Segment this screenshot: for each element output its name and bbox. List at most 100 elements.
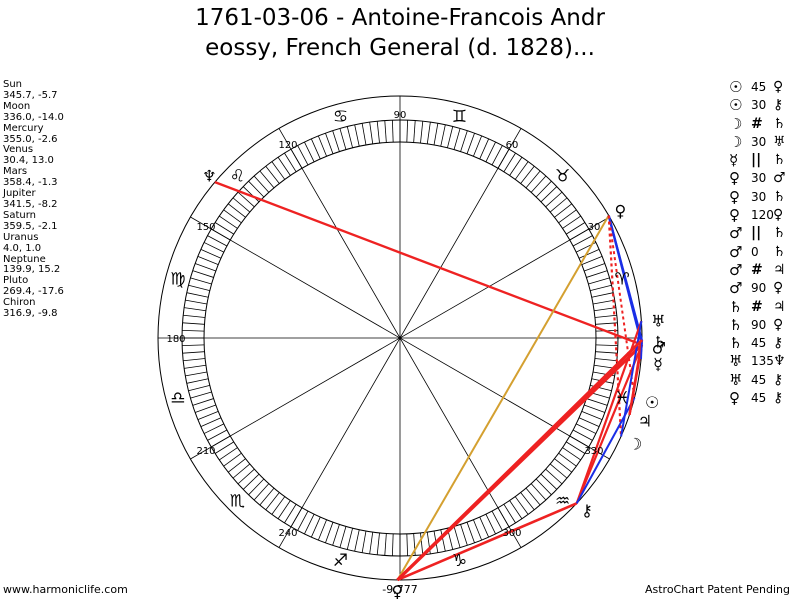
degree-tick [207, 235, 228, 247]
aspect-planet-1: ♂ [729, 260, 743, 279]
aspect-angle: 30 [751, 134, 767, 149]
degree-tick [540, 473, 558, 490]
aspect-list: ☉ 45 ♀ ☉ 30 ⚷ ☽ # ♄ ☽ 30 ♅ ☿ || ♄ ♀ 30 ♂ ♀ 30 ♄ ♀ 120 ♀ ♂ || ♄ ♂ 0 ♄ ♂… [729, 78, 786, 407]
aspect-row: ☉ 30 ⚷ [729, 96, 786, 114]
planet-coords: 4.0, 1.0 [3, 242, 42, 254]
aspect-line [607, 215, 636, 398]
zodiac-sign: ♍ [170, 269, 185, 289]
degree-tick [188, 385, 210, 392]
aspect-planet-1: ☽ [729, 114, 743, 133]
aspect-angle: 45 [751, 336, 767, 351]
aspect-angle: 30 [751, 171, 767, 186]
degree-tick [346, 528, 353, 550]
degree-tick [503, 504, 516, 524]
degree-tick [572, 429, 593, 441]
aspect-angle: 90 [751, 317, 767, 332]
degree-tick [581, 255, 603, 265]
degree-label: 150 [196, 222, 215, 233]
degree-tick [584, 404, 605, 413]
degree-tick [190, 277, 212, 285]
aspect-row: ♂ 90 ♀ [729, 279, 786, 297]
degree-tick [183, 314, 206, 318]
degree-labels: 90 60 30 330 300 240 210 180 150 120 [166, 110, 603, 539]
planet-coords: 345.7, -5.7 [3, 89, 58, 101]
degree-tick [540, 186, 558, 203]
degree-tick [460, 130, 468, 152]
aspect-row: ♂ || ♄ [729, 224, 786, 242]
degree-tick [259, 170, 275, 189]
degree-tick [595, 351, 618, 354]
degree-tick [361, 123, 367, 146]
aspect-angle: 45 [751, 391, 767, 406]
degree-tick [514, 161, 529, 180]
degree-tick [545, 191, 563, 208]
degree-tick [426, 122, 431, 144]
degree-tick [317, 519, 327, 541]
aspect-planet-2: ♄ [773, 188, 786, 205]
aspect-line [396, 215, 610, 581]
aspect-row: ♅ 45 ⚷ [729, 371, 786, 389]
degree-tick [182, 351, 205, 354]
degree-tick [232, 197, 251, 213]
degree-label: 300 [502, 528, 521, 539]
aspect-planet-2: ♄ [773, 243, 786, 260]
degree-tick [182, 344, 205, 347]
degree-tick [594, 314, 617, 318]
degree-tick [332, 130, 340, 152]
aspect-row: ♀ 120 ♀ [729, 206, 786, 224]
degree-tick [420, 121, 424, 144]
degree-tick [271, 161, 286, 180]
degree-tick [200, 248, 222, 259]
degree-tick [354, 529, 360, 552]
degree-tick [332, 524, 340, 546]
degree-tick [184, 307, 206, 312]
zodiac-sign: ♊ [452, 107, 467, 127]
house-spoke [190, 216, 610, 460]
degree-tick [485, 141, 496, 163]
degree-tick [594, 307, 616, 312]
degree-tick [219, 447, 238, 461]
aspect-line [607, 215, 623, 437]
aspect-planet-1: ♂ [729, 242, 743, 261]
aspect-planet-1: ♂ [729, 224, 743, 243]
degree-tick [440, 529, 446, 552]
degree-tick [453, 128, 461, 150]
aspect-planet-1: ♄ [729, 315, 743, 334]
degree-label: 330 [584, 446, 603, 457]
aspect-planet-1: ♅ [729, 352, 743, 371]
degree-tick [227, 458, 246, 473]
aspect-planet-2: ♆ [773, 353, 786, 370]
degree-tick [558, 209, 577, 224]
planet-glyph: ♆ [202, 167, 216, 186]
aspect-row: ☿ || ♄ [729, 151, 786, 169]
degree-tick [277, 500, 291, 519]
degree-tick [242, 473, 260, 490]
degree-tick [491, 510, 503, 531]
aspect-planet-2: ♃ [773, 298, 786, 315]
degree-tick [304, 141, 315, 163]
degree-tick [277, 157, 291, 176]
degree-tick [572, 235, 593, 247]
aspect-planet-1: ♀ [729, 206, 740, 225]
aspect-planet-1: ♄ [729, 334, 743, 353]
degree-tick [297, 145, 309, 166]
degree-tick [578, 417, 600, 428]
degree-tick [591, 292, 614, 298]
degree-tick [271, 496, 286, 515]
planet-glyph: ☽ [628, 434, 642, 453]
degree-tick [203, 242, 225, 253]
degree-tick [195, 404, 216, 413]
degree-tick [237, 191, 255, 208]
planet-glyphs: ♀ ♅ ♄♂☿ ☉♃ ☽ ⚷ ♀ ♆ [202, 167, 667, 600]
zodiac-sign: ♎ [170, 389, 185, 409]
aspect-angle: # [751, 298, 763, 315]
degree-tick [339, 128, 347, 150]
aspect-row: ♄ 45 ⚷ [729, 334, 786, 352]
planet-name: Pluto [3, 275, 29, 287]
degree-tick [514, 496, 529, 515]
degree-tick [232, 463, 251, 479]
degree-tick [590, 284, 612, 291]
aspect-row: ☽ # ♄ [729, 115, 786, 133]
degree-tick [339, 526, 347, 548]
degree-tick [586, 270, 608, 278]
